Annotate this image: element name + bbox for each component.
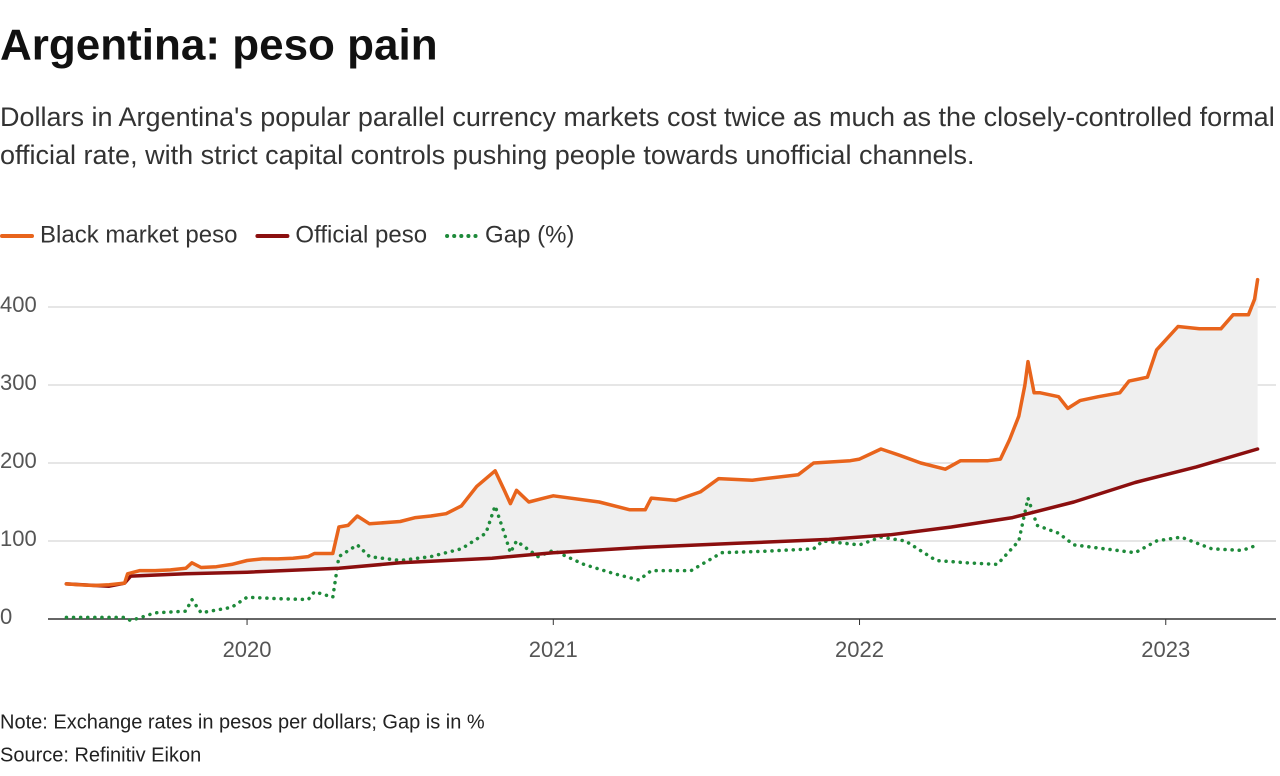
x-tick-label: 2023 <box>1141 637 1190 662</box>
y-tick-label: 200 <box>0 448 37 473</box>
subtitle-box: Dollars in Argentina's popular parallel … <box>0 102 1275 170</box>
gap-area <box>66 279 1258 587</box>
y-tick-label: 300 <box>0 370 37 395</box>
y-tick-label: 0 <box>0 604 12 629</box>
x-tick-label: 2020 <box>223 637 272 662</box>
chart-subtitle: Dollars in Argentina's popular parallel … <box>0 102 1275 170</box>
chart-title: Argentina: peso pain <box>0 21 438 70</box>
y-tick-label: 400 <box>0 292 37 317</box>
source: Source: Refinitiv Eikon <box>0 744 201 766</box>
legend-label: Gap (%) <box>485 221 574 248</box>
legend-label: Black market peso <box>40 221 237 248</box>
series-line <box>64 447 1260 588</box>
note: Note: Exchange rates in pesos per dollar… <box>0 711 485 733</box>
series-line <box>64 277 1260 588</box>
x-tick-label: 2022 <box>835 637 884 662</box>
y-tick-label: 100 <box>0 526 37 551</box>
legend-label: Official peso <box>295 221 427 248</box>
x-tick-label: 2021 <box>529 637 578 662</box>
series-line <box>64 496 1260 623</box>
